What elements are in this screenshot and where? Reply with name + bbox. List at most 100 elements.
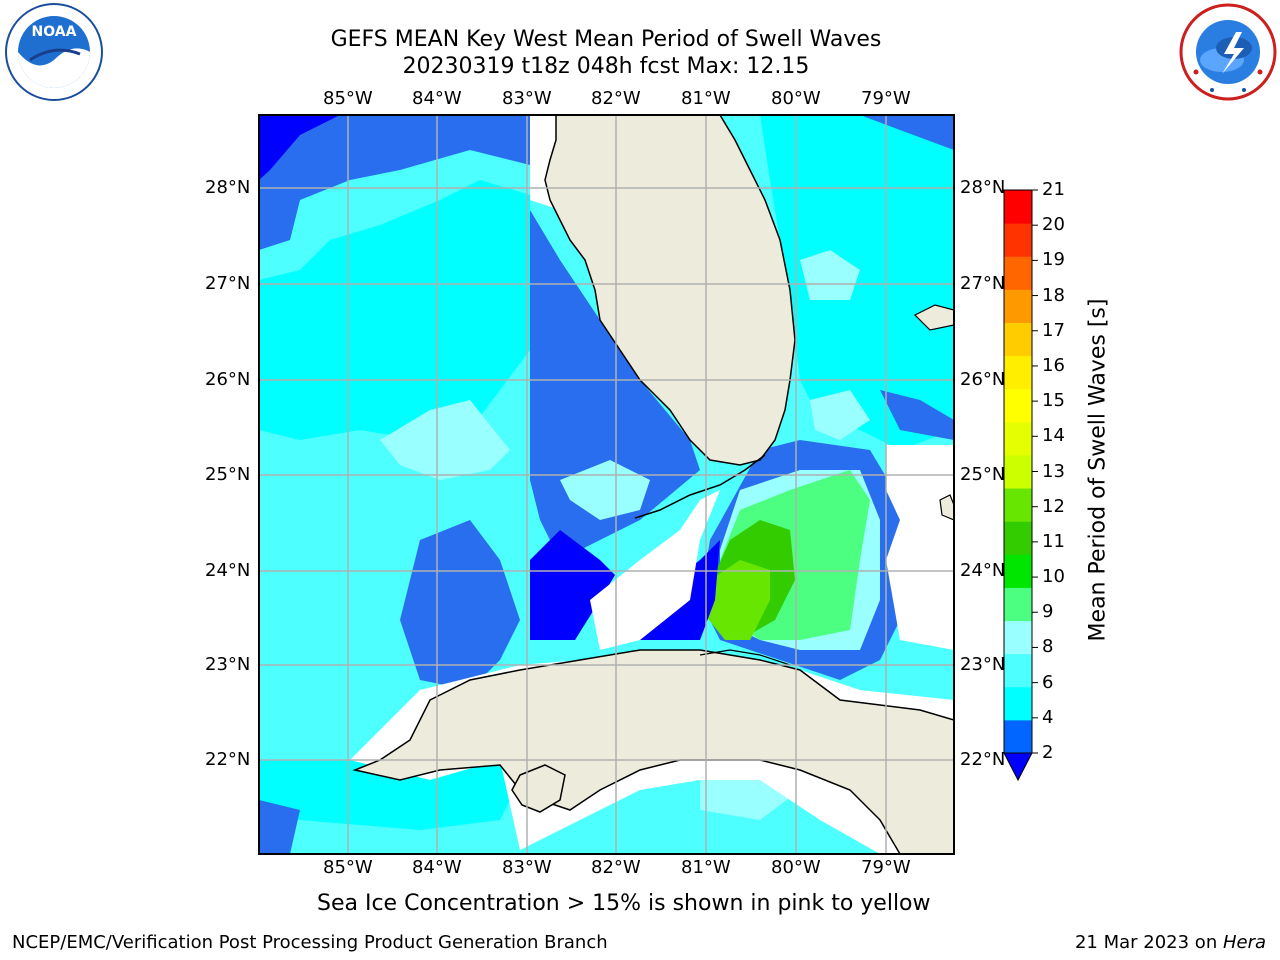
footer-credit: NCEP/EMC/Verification Post Processing Pr… [12, 932, 608, 953]
lat-label-right: 24°N [960, 560, 1006, 581]
colorbar-segment [1004, 521, 1032, 555]
colorbar-segment [1004, 289, 1032, 323]
colorbar-tick-label: 13 [1042, 460, 1065, 482]
colorbar-tick-label: 6 [1042, 671, 1054, 693]
northwest-cyan-zone [259, 180, 530, 440]
lon-label-top: 79°W [861, 88, 911, 109]
lon-label-bottom: 85°W [323, 857, 373, 878]
map-border [258, 114, 955, 855]
map-subtitle: 20230319 t18z 048h fcst Max: 12.15 [402, 54, 810, 79]
sea-ice-caption: Sea Ice Concentration > 15% is shown in … [317, 891, 931, 916]
gulf-shelf-blue-zone [530, 210, 700, 560]
isla-juventud-land [511, 764, 566, 813]
colorbar-segment [1004, 388, 1032, 423]
colorbar-tick-label: 11 [1042, 530, 1065, 552]
colorbar-tick-label: 9 [1042, 601, 1054, 623]
gulf-pale-zone [380, 400, 510, 480]
lon-label-bottom: 84°W [412, 857, 462, 878]
graticule [259, 115, 954, 854]
bahamas-land [913, 304, 954, 331]
south-cuba-blue-zone [259, 800, 300, 854]
colorbar-segment [1004, 421, 1032, 456]
lat-label-left: 26°N [205, 369, 251, 390]
straits-lime-zone [705, 560, 770, 640]
colorbar-tick-label: 15 [1042, 390, 1065, 412]
no-data-mask-east [886, 445, 954, 650]
colorbar-tick-label: 19 [1042, 249, 1065, 271]
lat-label-left: 27°N [205, 273, 251, 294]
colorbar-tick-label: 2 [1042, 742, 1054, 763]
florida-land [544, 115, 796, 466]
lat-label-right: 26°N [960, 369, 1006, 390]
colorbar-tick-label: 17 [1042, 319, 1065, 341]
colorbar-segment [1004, 620, 1032, 655]
colorbar-segment [1004, 256, 1032, 290]
colorbar-segment [1004, 454, 1032, 489]
lon-label-bottom: 83°W [502, 857, 552, 878]
atlantic-blue-right [880, 390, 954, 440]
map-title: GEFS MEAN Key West Mean Period of Swell … [330, 27, 882, 52]
lat-label-right: 27°N [960, 273, 1006, 294]
colorbar-segment [1004, 322, 1032, 357]
lat-label-right: 23°N [960, 654, 1006, 675]
lat-label-right: 25°N [960, 464, 1006, 485]
northwest-dark-blue-zone [259, 115, 340, 180]
florida-keys [634, 454, 766, 519]
colorbar-tick-label: 8 [1042, 636, 1054, 658]
lon-label-top: 80°W [771, 88, 821, 109]
colorbar-extend-arrow [1003, 752, 1033, 782]
lon-label-top: 81°W [681, 88, 731, 109]
south-gulf-blue-zone [400, 520, 520, 690]
footer-date: 21 Mar 2023 on Hera [1074, 932, 1266, 953]
south-cuba-cyan-zone [259, 760, 520, 830]
gulf-inner-dark-zone [530, 530, 615, 640]
lat-label-left: 22°N [205, 749, 251, 770]
swell-period-field [259, 115, 954, 854]
nws-logo [1179, 3, 1277, 101]
lat-label-right: 28°N [960, 177, 1006, 198]
colorbar-segment [1004, 554, 1032, 588]
lat-label-left: 24°N [205, 560, 251, 581]
colorbar-tick-label: 16 [1042, 354, 1065, 376]
lat-label-left: 28°N [205, 177, 251, 198]
noaa-logo-text: NOAA [32, 24, 77, 40]
atlantic-pale-zone-2 [810, 390, 870, 440]
colorbar-tick-label: 12 [1042, 495, 1065, 517]
lon-label-top: 84°W [412, 88, 462, 109]
colorbar-segment [1004, 686, 1032, 721]
colorbar-segment [1004, 190, 1032, 224]
colorbar-tick-label: 10 [1042, 566, 1065, 588]
colorbar-tick-label: 21 [1042, 179, 1065, 200]
atlantic-cyan-zone [760, 115, 954, 450]
colorbar-tick-label: 18 [1042, 284, 1065, 306]
colorbar-segment [1004, 653, 1032, 688]
colorbar-segment [1004, 223, 1032, 257]
cuba-north-cays [699, 649, 791, 666]
lat-label-left: 23°N [205, 654, 251, 675]
no-data-mask-straits [590, 490, 720, 650]
colorbar-segment [1004, 488, 1032, 522]
atlantic-blue-top [860, 115, 954, 150]
lon-label-bottom: 81°W [681, 857, 731, 878]
colorbar-segment [1004, 355, 1032, 390]
andros-land [939, 494, 954, 521]
footer-host: Hera [1222, 932, 1266, 953]
atlantic-pale-zone [800, 250, 860, 300]
colorbar [1003, 189, 1038, 754]
lon-label-top: 82°W [591, 88, 641, 109]
noaa-logo: NOAA [5, 3, 103, 101]
lon-label-bottom: 79°W [861, 857, 911, 878]
lon-label-top: 83°W [502, 88, 552, 109]
colorbar-tick-label: 4 [1042, 706, 1054, 728]
colorbar-tick-label: 20 [1042, 214, 1065, 236]
colorbar-tick-label: 14 [1042, 425, 1065, 447]
lon-label-bottom: 80°W [771, 857, 821, 878]
lon-label-top: 85°W [323, 88, 373, 109]
lat-label-right: 22°N [960, 749, 1006, 770]
west-blue-zone [259, 115, 530, 250]
lat-label-left: 25°N [205, 464, 251, 485]
colorbar-segment [1004, 587, 1032, 622]
lon-label-bottom: 82°W [591, 857, 641, 878]
colorbar-segment [1004, 719, 1032, 754]
